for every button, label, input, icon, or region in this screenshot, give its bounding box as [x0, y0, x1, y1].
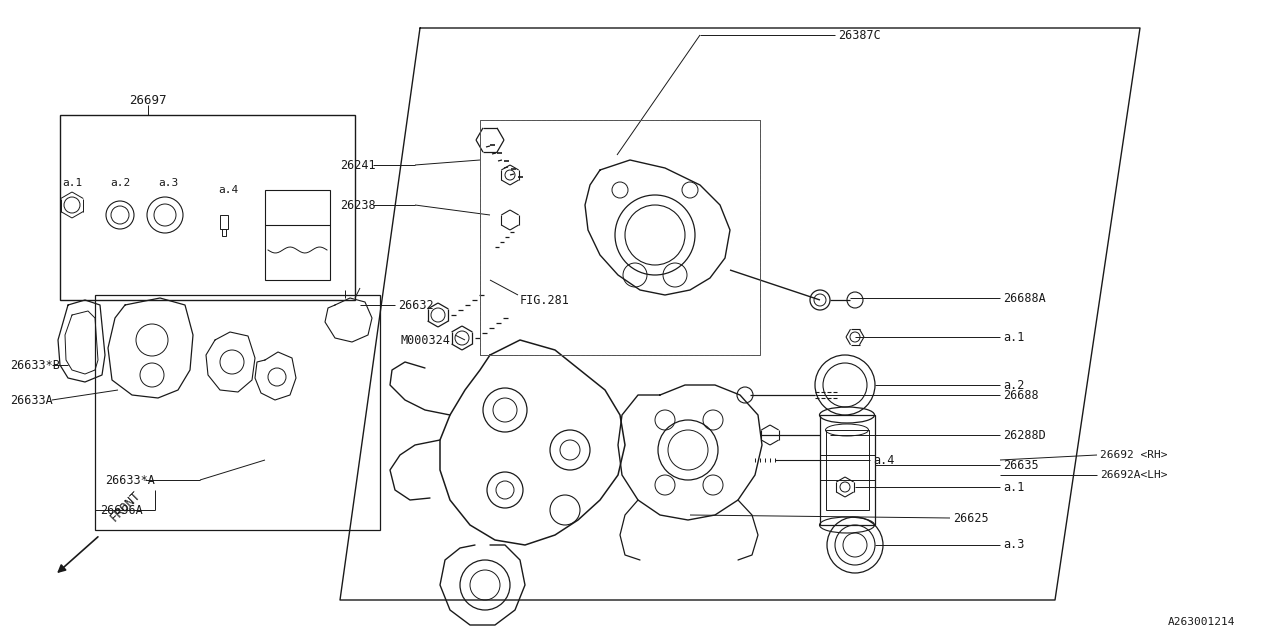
- Text: 26692 <RH>: 26692 <RH>: [1100, 450, 1167, 460]
- Text: FIG.281: FIG.281: [520, 294, 570, 307]
- Text: FRONT: FRONT: [108, 489, 143, 525]
- Bar: [221, 229, 227, 236]
- Text: a.2: a.2: [1004, 378, 1024, 392]
- Text: M000324: M000324: [401, 333, 449, 346]
- Text: a.4: a.4: [218, 185, 238, 195]
- Bar: [480, 120, 760, 355]
- Text: 26635: 26635: [1004, 458, 1038, 472]
- Text: a.1: a.1: [61, 178, 82, 188]
- Text: 26633A: 26633A: [10, 394, 52, 406]
- Text: 26238: 26238: [340, 198, 375, 211]
- Text: a.1: a.1: [1004, 330, 1024, 344]
- Bar: [265, 190, 330, 280]
- Text: a.3: a.3: [157, 178, 178, 188]
- Text: 26288D: 26288D: [1004, 429, 1046, 442]
- Text: a.3: a.3: [1004, 538, 1024, 552]
- Text: 26633*A: 26633*A: [105, 474, 155, 486]
- Bar: [826, 430, 869, 510]
- Text: 26241: 26241: [340, 159, 375, 172]
- Text: a.1: a.1: [1004, 481, 1024, 493]
- Bar: [820, 415, 876, 525]
- Text: 26697: 26697: [129, 93, 166, 106]
- Text: a.2: a.2: [110, 178, 131, 188]
- Text: a.4: a.4: [873, 454, 895, 467]
- Text: 26387C: 26387C: [838, 29, 881, 42]
- Text: 26688: 26688: [1004, 388, 1038, 401]
- Bar: [480, 120, 760, 355]
- Bar: [220, 215, 228, 229]
- Text: 26633*B: 26633*B: [10, 358, 60, 371]
- Text: 26632: 26632: [398, 298, 434, 312]
- Text: 26692A<LH>: 26692A<LH>: [1100, 470, 1167, 480]
- Text: A263001214: A263001214: [1167, 617, 1235, 627]
- Bar: [60, 115, 355, 300]
- Text: 26688A: 26688A: [1004, 291, 1046, 305]
- Text: 26696A: 26696A: [100, 504, 143, 516]
- Bar: [95, 295, 380, 530]
- Text: 26625: 26625: [954, 511, 988, 525]
